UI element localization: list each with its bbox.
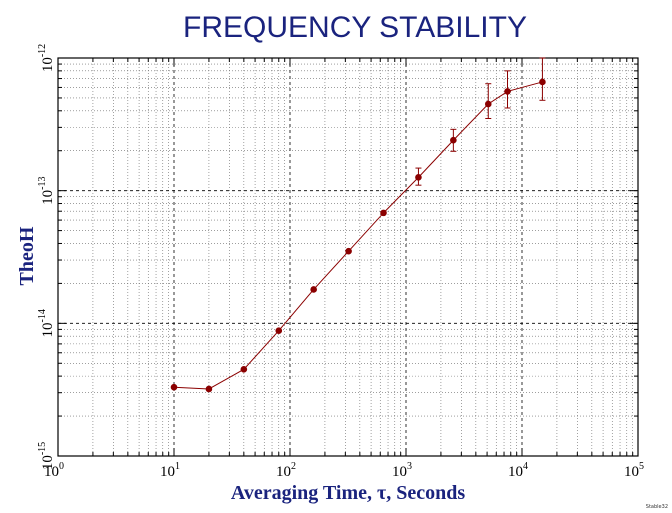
x-tick-base: 10 [44, 464, 59, 480]
x-tick-exponent: 0 [59, 461, 64, 472]
data-point [380, 209, 387, 217]
y-tick-exponent: -15 [37, 442, 48, 455]
data-point [170, 383, 178, 391]
plot-grid [58, 58, 638, 456]
x-axis-label: Averaging Time, τ, Seconds [231, 482, 465, 504]
data-point [539, 78, 546, 86]
data-point [415, 174, 422, 181]
series-line [173, 81, 543, 390]
data-point [484, 100, 492, 108]
data-point [450, 136, 457, 144]
axis-ticks [58, 58, 638, 456]
series-theoh [170, 57, 546, 393]
x-tick-base: 10 [624, 464, 639, 480]
x-tick-label: 104 [508, 461, 528, 480]
data-point [205, 385, 213, 393]
y-tick-base: 10 [40, 323, 56, 338]
x-tick-exponent: 3 [407, 461, 412, 472]
x-tick-exponent: 5 [639, 461, 644, 472]
y-axis-label: TheoH [16, 226, 38, 285]
x-tick-label: 100 [44, 461, 64, 480]
x-tick-labels: 100 101 102 103 104 105 [44, 461, 644, 480]
x-tick-label: 103 [392, 461, 412, 480]
x-tick-label: 102 [276, 461, 296, 480]
x-tick-base: 10 [508, 464, 523, 480]
y-tick-label: 10-12 [37, 44, 56, 72]
y-tick-base: 10 [40, 190, 56, 205]
data-point [240, 366, 248, 373]
y-tick-base: 10 [40, 455, 56, 470]
y-tick-label: 10-15 [37, 442, 56, 470]
data-point [345, 247, 352, 255]
data-point [275, 327, 283, 334]
chart-title: FREQUENCY STABILITY [183, 11, 527, 44]
plot-frame [57, 57, 639, 457]
x-tick-exponent: 4 [523, 461, 528, 472]
y-tick-exponent: -14 [37, 309, 48, 322]
x-tick-exponent: 1 [175, 461, 180, 472]
x-tick-base: 10 [276, 464, 291, 480]
y-tick-label: 10-14 [37, 309, 56, 337]
y-tick-exponent: -12 [37, 44, 48, 57]
x-tick-label: 105 [624, 461, 644, 480]
y-tick-exponent: -13 [37, 176, 48, 189]
x-tick-exponent: 2 [291, 461, 296, 472]
x-tick-base: 10 [392, 464, 407, 480]
data-point [504, 88, 511, 95]
y-tick-base: 10 [40, 57, 56, 72]
watermark: Stable32 [646, 504, 668, 510]
x-tick-label: 101 [160, 461, 180, 480]
x-tick-base: 10 [160, 464, 175, 480]
data-point [310, 286, 317, 293]
y-tick-label: 10-13 [37, 176, 56, 204]
